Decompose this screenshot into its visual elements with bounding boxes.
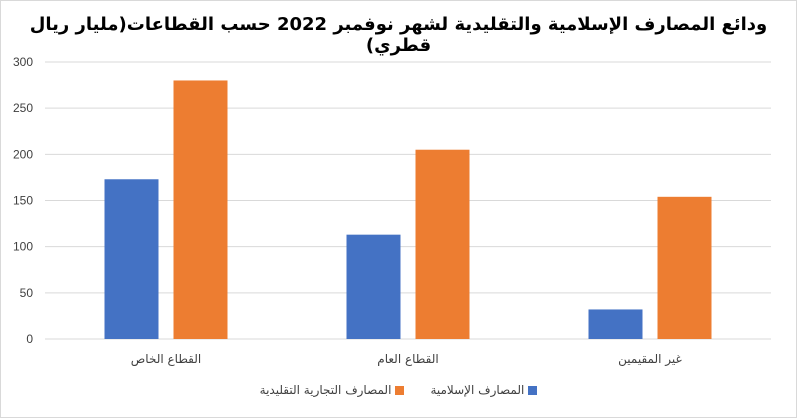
chart-title: ودائع المصارف الإسلامية والتقليدية لشهر … <box>29 14 768 56</box>
legend-item-islamic: المصارف الإسلامية <box>430 383 538 397</box>
legend-label-islamic: المصارف الإسلامية <box>430 383 525 397</box>
legend-swatch-islamic <box>528 385 538 395</box>
y-tick-label: 0 <box>26 332 33 346</box>
bar <box>588 309 643 339</box>
bar <box>346 234 401 339</box>
y-tick-label: 200 <box>13 147 33 161</box>
y-tick-label: 150 <box>13 194 33 208</box>
y-tick-label: 300 <box>13 55 33 69</box>
bar <box>657 196 712 339</box>
x-category-label: القطاع الخاص <box>131 352 201 367</box>
legend-swatch-conventional <box>395 385 405 395</box>
bar <box>415 149 470 339</box>
legend-item-conventional: المصارف التجارية التقليدية <box>260 383 405 397</box>
y-tick-label: 250 <box>13 101 33 115</box>
y-tick-label: 100 <box>13 240 33 254</box>
x-category-label: القطاع العام <box>377 352 438 366</box>
bar <box>173 80 228 339</box>
legend-label-conventional: المصارف التجارية التقليدية <box>259 383 392 397</box>
y-tick-label: 50 <box>20 286 34 300</box>
chart-legend: المصارف التجارية التقليدية المصارف الإسل… <box>0 383 797 397</box>
bar <box>104 179 159 339</box>
x-category-label: غير المقيمين <box>618 352 682 367</box>
